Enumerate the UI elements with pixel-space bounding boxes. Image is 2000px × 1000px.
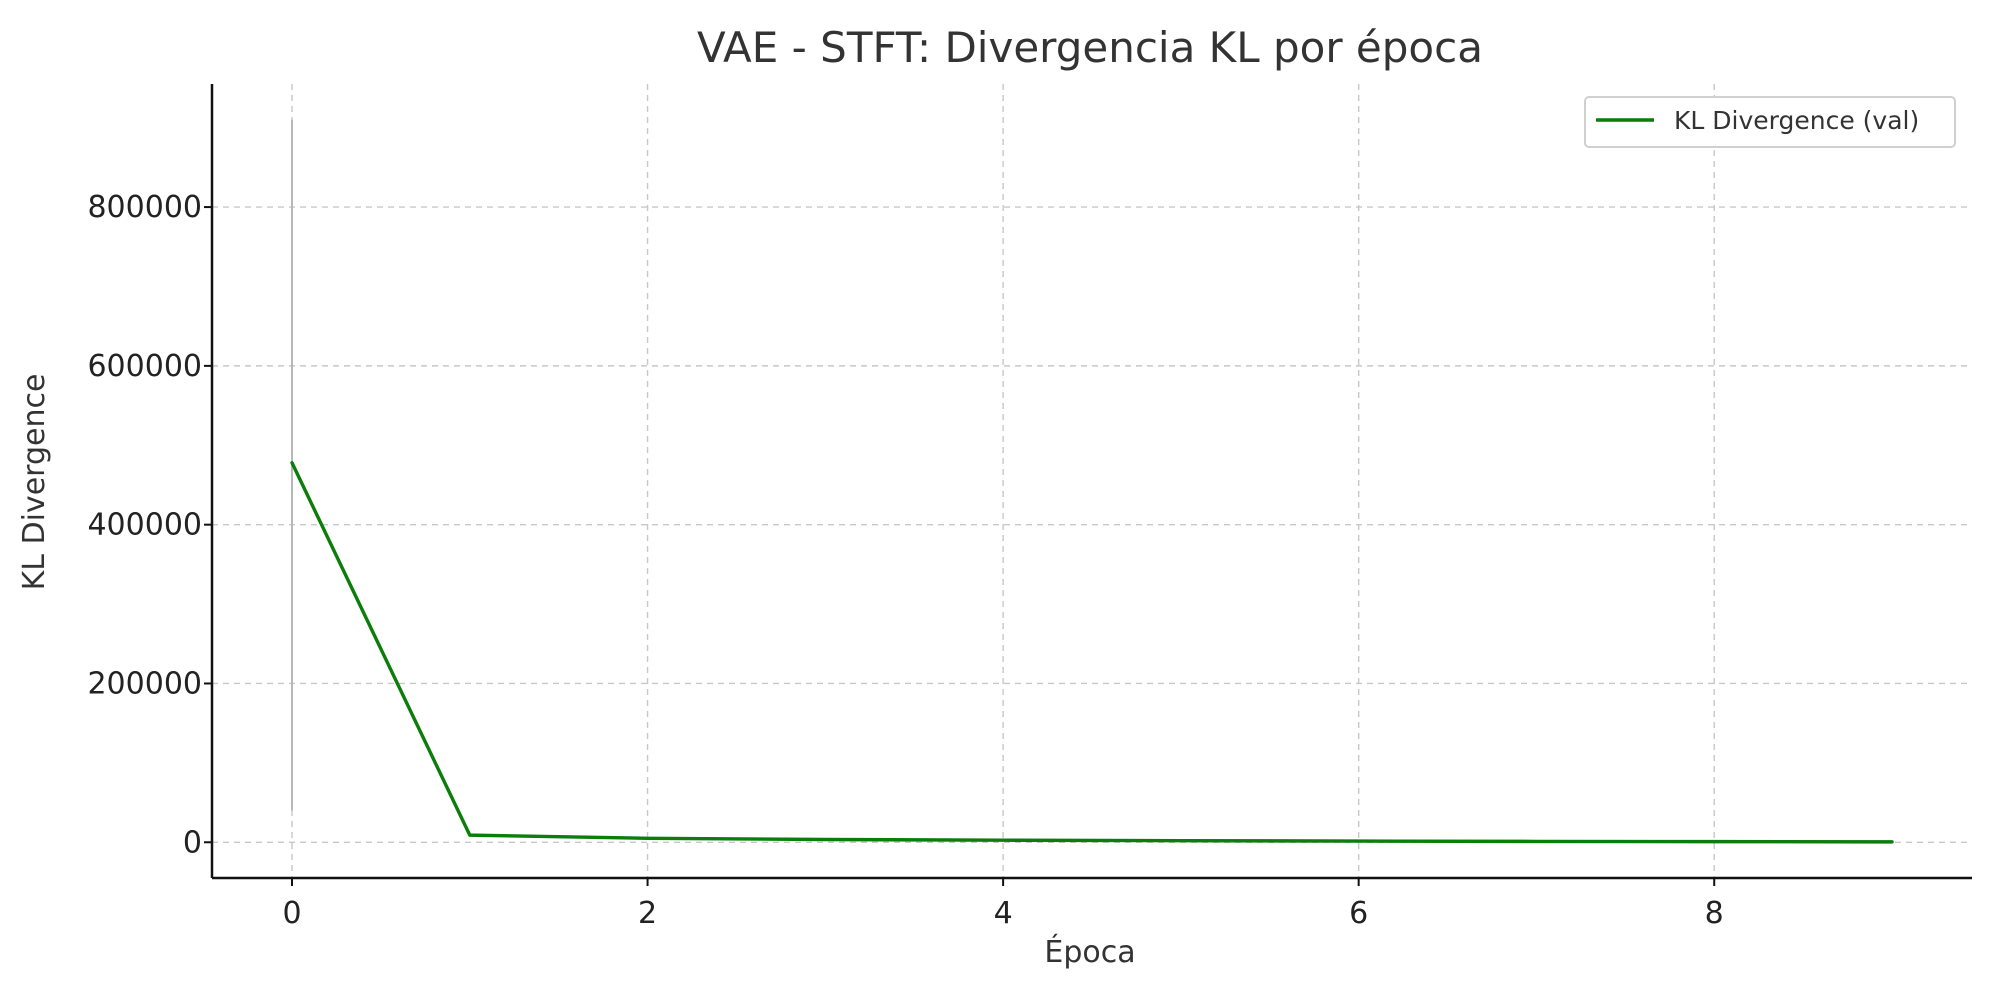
x-tick-label: 8: [1705, 896, 1724, 931]
y-axis-label: KL Divergence: [17, 374, 52, 591]
series-line-kl-divergence-val: [290, 461, 1894, 844]
chart-title: VAE - STFT: Divergencia KL por época: [697, 23, 1483, 72]
x-tick-label: 2: [638, 896, 657, 931]
x-tick-label: 6: [1349, 896, 1368, 931]
x-tick-label: 4: [994, 896, 1013, 931]
y-tick-label: 200000: [87, 666, 202, 701]
y-axis-ticks: 0 200000 400000 600000 800000: [87, 190, 212, 860]
y-tick-label: 600000: [87, 349, 202, 384]
x-tick-label: 0: [282, 896, 301, 931]
legend-box: [1584, 96, 1956, 148]
legend-label: KL Divergence (val): [1674, 106, 1919, 135]
x-axis-ticks: 0 2 4 6 8: [282, 878, 1724, 931]
y-tick-label: 400000: [87, 508, 202, 543]
x-axis-label: Época: [1044, 934, 1135, 970]
y-tick-label: 800000: [87, 190, 202, 225]
legend: KL Divergence (val): [1584, 96, 1956, 148]
y-tick-label: 0: [183, 825, 202, 860]
